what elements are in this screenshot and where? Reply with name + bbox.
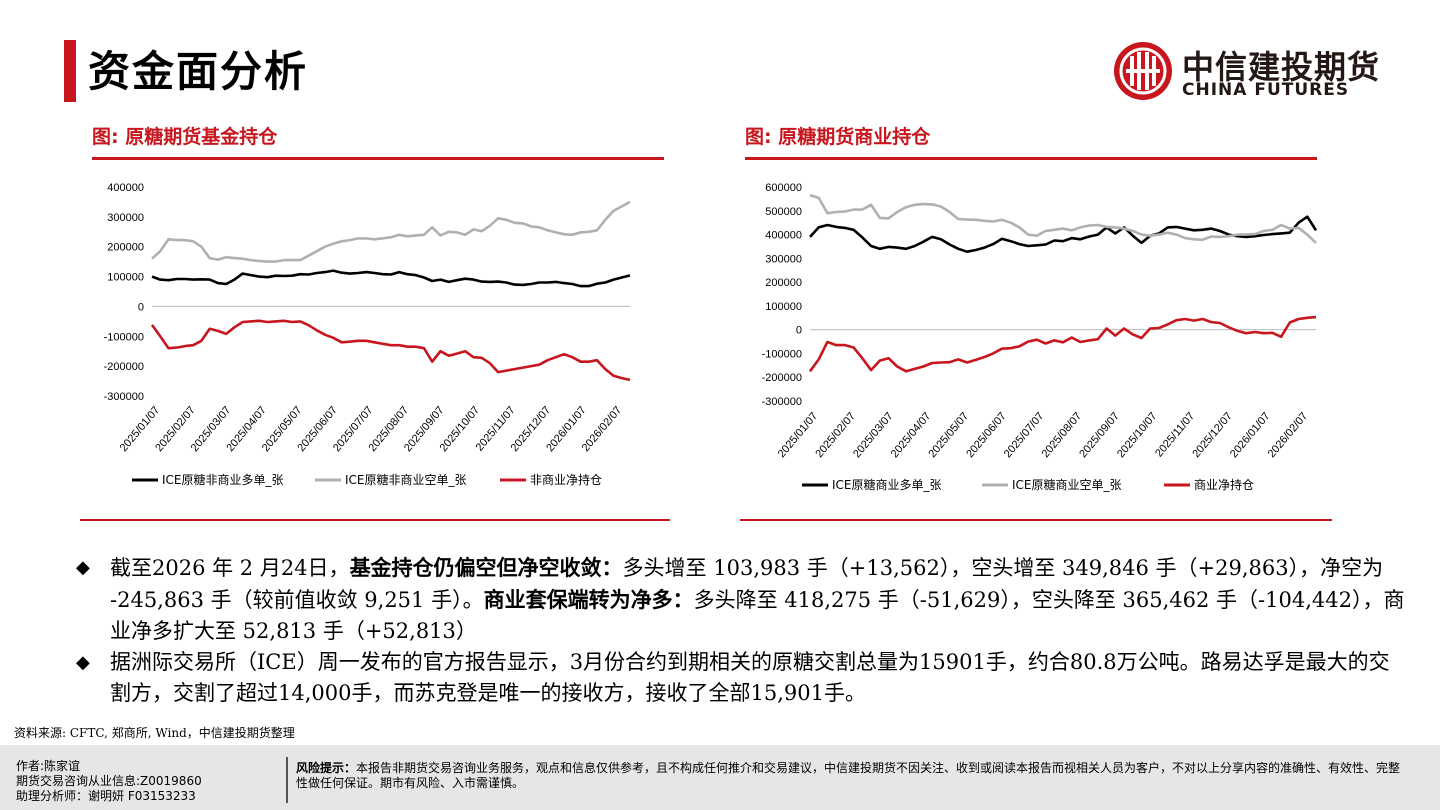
legend-label: 商业净持仓 bbox=[1194, 477, 1254, 492]
series-line bbox=[151, 200, 631, 263]
chart-bottom-rule bbox=[740, 519, 1332, 521]
footer: 作者:陈家谊 期货交易咨询从业信息:Z0019860 助理分析师：谢明妍 F03… bbox=[0, 745, 1440, 810]
y-tick-label: -300000 bbox=[762, 396, 802, 408]
series-line bbox=[151, 269, 631, 288]
bullet-item: ◆ 据洲际交易所（ICE）周一发布的官方报告显示，3月份合约到期相关的原糖交割总… bbox=[76, 647, 1406, 709]
logo-en-text: CHINA FUTURES bbox=[1182, 80, 1350, 100]
y-tick-label: 400000 bbox=[765, 230, 802, 242]
legend-label: ICE原糖商业空单_张 bbox=[1012, 477, 1122, 492]
legend-label: ICE原糖非商业空单_张 bbox=[345, 472, 467, 487]
y-tick-label: -100000 bbox=[104, 331, 144, 343]
series-line bbox=[150, 319, 631, 382]
bullet-text-part: 多头增至 103,983 手（+13,562），空头增至 349,846 手（+… bbox=[110, 556, 1384, 612]
y-tick-label: 0 bbox=[796, 325, 802, 337]
y-tick-label: 400000 bbox=[107, 182, 144, 194]
series-line bbox=[809, 194, 1317, 244]
diamond-bullet-icon: ◆ bbox=[76, 557, 90, 578]
logo: 中信建投期货 CHINA FUTURES bbox=[1112, 40, 1379, 104]
y-tick-label: 600000 bbox=[765, 182, 802, 194]
assistant: 助理分析师：谢明妍 F03153233 bbox=[16, 789, 196, 803]
y-tick-label: -200000 bbox=[762, 372, 802, 384]
title-accent-bar bbox=[64, 40, 76, 102]
bullet-list: ◆ 截至2026 年 2 月24日，基金持仓仍偏空但净空收敛：多头增至 103,… bbox=[76, 552, 1406, 709]
license: 期货交易咨询从业信息:Z0019860 bbox=[16, 774, 202, 788]
bullet-text: 截至2026 年 2 月24日，基金持仓仍偏空但净空收敛：多头增至 103,98… bbox=[110, 552, 1406, 647]
diamond-bullet-icon: ◆ bbox=[76, 652, 90, 673]
chart-fund-positions: 400000 300000 200000 100000 0 -100000 -200000 -… bbox=[104, 182, 631, 487]
risk-label: 风险提示： bbox=[296, 761, 357, 775]
logo-cn-text: 中信建投期货 bbox=[1182, 48, 1381, 86]
bullet-highlight: 商业套保端转为净多： bbox=[483, 587, 694, 612]
x-tick-label: 2026/02/07 bbox=[1266, 410, 1311, 460]
source-note: 资料来源: CFTC, 郑商所, Wind，中信建投期货整理 bbox=[14, 726, 295, 740]
y-tick-label: -200000 bbox=[104, 361, 144, 373]
bullet-text-part: 多头降至 418,275 手（-51,629），空头降至 365,462 手（-… bbox=[110, 588, 1405, 643]
y-tick-label: 200000 bbox=[765, 277, 802, 289]
chart-title-rule bbox=[92, 157, 664, 160]
risk-text: 本报告非期货交易咨询业务服务，观点和信息仅供参考，且不构成任何推介和交易建议，中… bbox=[296, 761, 1401, 790]
chart-title-commercial: 图: 原糖期货商业持仓 bbox=[745, 126, 931, 148]
series-line bbox=[808, 315, 1317, 373]
y-tick-label: 500000 bbox=[765, 206, 802, 218]
y-tick-label: 100000 bbox=[107, 272, 144, 284]
legend-label: ICE原糖非商业多单_张 bbox=[162, 472, 284, 487]
y-tick-label: 100000 bbox=[765, 301, 802, 313]
author-info: 作者:陈家谊 期货交易咨询从业信息:Z0019860 助理分析师：谢明妍 F03… bbox=[16, 759, 202, 804]
y-tick-label: 300000 bbox=[107, 212, 144, 224]
chart-bottom-rule bbox=[80, 519, 670, 521]
y-tick-label: 200000 bbox=[107, 242, 144, 254]
bullet-item: ◆ 截至2026 年 2 月24日，基金持仓仍偏空但净空收敛：多头增至 103,… bbox=[76, 552, 1406, 647]
chart-title-rule bbox=[745, 157, 1317, 160]
bullet-text: 据洲际交易所（ICE）周一发布的官方报告显示，3月份合约到期相关的原糖交割总量为… bbox=[110, 650, 1390, 705]
y-tick-label: 300000 bbox=[765, 253, 802, 265]
china-futures-logo-icon bbox=[1114, 42, 1172, 100]
page-title: 资金面分析 bbox=[88, 47, 309, 96]
risk-disclaimer: 风险提示：本报告非期货交易咨询业务服务，观点和信息仅供参考，且不构成任何推介和交… bbox=[296, 761, 1406, 791]
chart-title-fund: 图: 原糖期货基金持仓 bbox=[92, 126, 278, 148]
y-tick-label: -300000 bbox=[104, 391, 144, 403]
y-tick-label: -100000 bbox=[762, 348, 802, 360]
legend-label: 非商业净持仓 bbox=[530, 472, 602, 487]
footer-divider bbox=[286, 757, 288, 803]
bullet-highlight: 基金持仓仍偏空但净空收敛： bbox=[349, 555, 623, 580]
chart-commercial-positions: 600000 500000 400000 300000 200000 100000 0 -10… bbox=[762, 182, 1318, 492]
legend-label: ICE原糖商业多单_张 bbox=[832, 477, 942, 492]
y-tick-label: 0 bbox=[138, 301, 144, 313]
author: 作者:陈家谊 bbox=[16, 759, 81, 773]
bullet-text-part: 截至2026 年 2 月24日， bbox=[110, 556, 350, 580]
